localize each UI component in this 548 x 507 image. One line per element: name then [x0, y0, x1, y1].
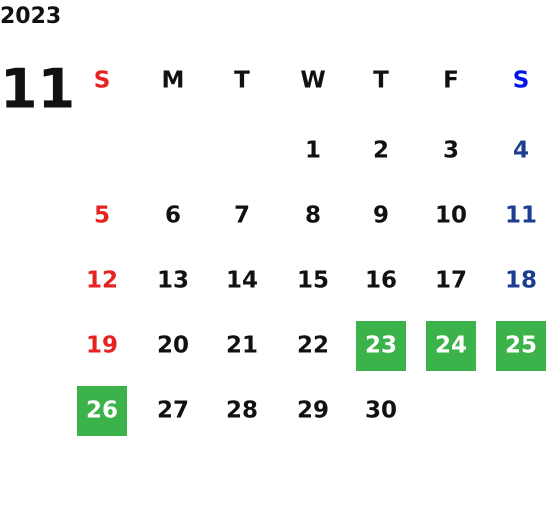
day: 23: [365, 333, 397, 359]
day: 17: [435, 268, 467, 294]
year: 2023: [0, 4, 61, 29]
weekday-label: T: [234, 68, 250, 94]
day: 4: [513, 138, 529, 164]
weekday-label: M: [162, 68, 185, 94]
day: 13: [157, 268, 189, 294]
day: 19: [86, 333, 118, 359]
day: 29: [297, 398, 329, 424]
day: 28: [226, 398, 258, 424]
day: 22: [297, 333, 329, 359]
day: 1: [305, 138, 321, 164]
day: 8: [305, 203, 321, 229]
day: 14: [226, 268, 258, 294]
day: 9: [373, 203, 389, 229]
day: 11: [505, 203, 537, 229]
day: 30: [365, 398, 397, 424]
day: 27: [157, 398, 189, 424]
day: 7: [234, 203, 250, 229]
month: 11: [0, 58, 75, 121]
highlight-box: [356, 321, 406, 371]
day: 25: [505, 333, 537, 359]
weekday-label: S: [513, 68, 530, 94]
weekday-label: F: [443, 68, 459, 94]
weekday-label: W: [300, 68, 325, 94]
day: 12: [86, 268, 118, 294]
day: 26: [86, 398, 118, 424]
day: 5: [94, 203, 110, 229]
day: 15: [297, 268, 329, 294]
weekday-label: T: [373, 68, 389, 94]
day: 3: [443, 138, 459, 164]
weekday-label: S: [94, 68, 111, 94]
day: 6: [165, 203, 181, 229]
day: 20: [157, 333, 189, 359]
day: 18: [505, 268, 537, 294]
day: 10: [435, 203, 467, 229]
day: 16: [365, 268, 397, 294]
day: 21: [226, 333, 258, 359]
day: 24: [435, 333, 467, 359]
day: 2: [373, 138, 389, 164]
highlight-box: [77, 386, 127, 436]
highlight-box: [426, 321, 476, 371]
highlight-box: [496, 321, 546, 371]
